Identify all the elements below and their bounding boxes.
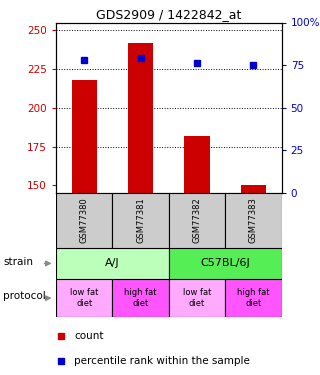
Bar bbox=[56, 279, 112, 317]
Bar bbox=[128, 43, 153, 193]
Text: GSM77381: GSM77381 bbox=[136, 197, 145, 243]
Bar bbox=[169, 248, 282, 279]
Text: high fat
diet: high fat diet bbox=[124, 288, 157, 308]
Text: percentile rank within the sample: percentile rank within the sample bbox=[74, 356, 250, 366]
Bar bbox=[184, 136, 210, 193]
Bar bbox=[112, 193, 169, 248]
Bar bbox=[169, 193, 225, 248]
Text: low fat
diet: low fat diet bbox=[70, 288, 98, 308]
Bar bbox=[225, 193, 282, 248]
Bar bbox=[112, 279, 169, 317]
Bar bbox=[225, 279, 282, 317]
Text: high fat
diet: high fat diet bbox=[237, 288, 270, 308]
Text: GSM77383: GSM77383 bbox=[249, 197, 258, 243]
Text: A/J: A/J bbox=[105, 258, 120, 268]
Bar bbox=[71, 80, 97, 193]
Text: strain: strain bbox=[3, 256, 33, 267]
Text: GSM77382: GSM77382 bbox=[193, 197, 202, 243]
Title: GDS2909 / 1422842_at: GDS2909 / 1422842_at bbox=[96, 8, 242, 21]
Bar bbox=[241, 185, 266, 193]
Text: GSM77380: GSM77380 bbox=[80, 197, 89, 243]
Bar bbox=[169, 279, 225, 317]
Bar bbox=[56, 248, 169, 279]
Text: protocol: protocol bbox=[3, 291, 46, 301]
Text: low fat
diet: low fat diet bbox=[183, 288, 211, 308]
Bar bbox=[56, 193, 112, 248]
Text: count: count bbox=[74, 330, 104, 340]
Text: C57BL/6J: C57BL/6J bbox=[200, 258, 250, 268]
